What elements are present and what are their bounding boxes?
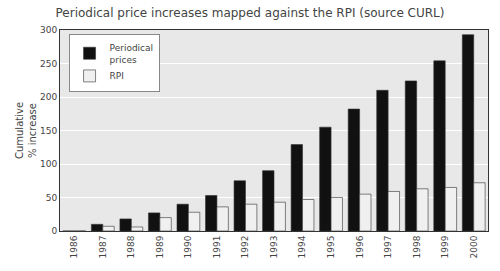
svg-text:50: 50 xyxy=(46,193,58,203)
svg-text:Cumulative% increase: Cumulative% increase xyxy=(14,102,38,159)
svg-text:Periodicalprices: Periodicalprices xyxy=(110,43,154,65)
svg-text:1997: 1997 xyxy=(383,236,393,259)
svg-text:1993: 1993 xyxy=(269,236,279,259)
svg-text:200: 200 xyxy=(40,92,57,102)
svg-text:Periodical price increases map: Periodical price increases mapped agains… xyxy=(56,6,445,20)
svg-text:100: 100 xyxy=(40,159,57,169)
svg-text:1994: 1994 xyxy=(297,235,307,258)
svg-text:0: 0 xyxy=(51,226,57,236)
svg-text:1999: 1999 xyxy=(440,235,450,258)
svg-text:1991: 1991 xyxy=(212,236,222,259)
svg-text:1987: 1987 xyxy=(98,236,108,259)
svg-text:1986: 1986 xyxy=(69,235,79,258)
svg-text:1988: 1988 xyxy=(126,235,136,258)
svg-text:1990: 1990 xyxy=(183,235,193,258)
svg-text:150: 150 xyxy=(40,126,57,136)
svg-text:1992: 1992 xyxy=(240,236,250,259)
svg-text:1998: 1998 xyxy=(412,235,422,258)
svg-text:RPI: RPI xyxy=(110,71,124,81)
svg-text:250: 250 xyxy=(40,59,57,69)
svg-text:2000: 2000 xyxy=(469,235,479,258)
svg-text:300: 300 xyxy=(40,25,57,35)
svg-text:1989: 1989 xyxy=(155,235,165,258)
svg-text:1996: 1996 xyxy=(355,235,365,258)
svg-text:1995: 1995 xyxy=(326,236,336,259)
